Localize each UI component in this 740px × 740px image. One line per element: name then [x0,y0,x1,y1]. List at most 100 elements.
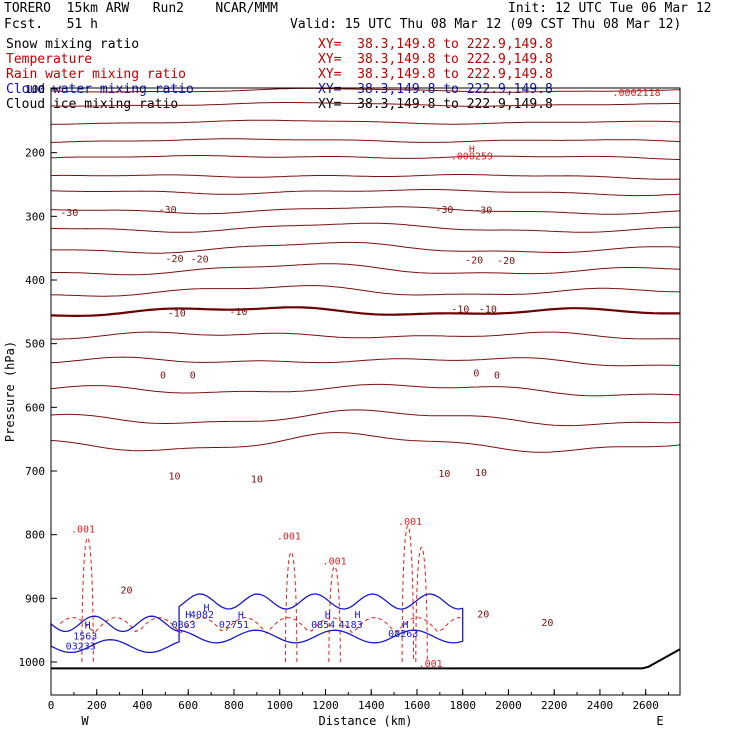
isotherm-minus30 [50,189,681,197]
rain-contour [401,525,415,663]
isotherm-minus20 [50,222,680,233]
isotherm-label: -10 [479,304,497,315]
x-tick-label: 0 [48,699,55,712]
temperature-isotherms [50,87,681,453]
isotherm-label: 20 [541,618,553,629]
x-tick-label: 1400 [358,699,385,712]
isotherm-5 [51,331,681,340]
rain-contours [59,525,463,663]
x-tick-label: 1200 [312,699,339,712]
rain-label: H [469,144,475,155]
west-end-label: W [81,714,89,728]
cloud-water-label: H [354,610,360,621]
terrain-line [51,648,681,670]
cloud-water-label: 4183 [339,620,363,631]
rain-contour [81,537,94,663]
cloud-water-label: H [238,611,244,622]
x-axis-title: Distance (km) [319,714,413,728]
y-tick-label: 800 [25,529,45,542]
y-tick-label: 500 [25,338,45,351]
x-tick-label: 2200 [541,699,568,712]
isotherm-label: -30 [60,208,78,219]
rain-contour-lower [59,616,463,634]
plot-frame [50,87,681,696]
isotherm-minus45 [50,138,681,143]
cloud-water-label: 08263 [388,629,418,640]
isotherm-minus55 [50,102,681,107]
y-tick-label: 400 [25,274,45,287]
cloud-water-label: H [85,621,91,632]
isotherm-label: 20 [477,609,489,620]
isotherm-minus5 [50,285,681,297]
valid-time: Valid: 15 UTC Thu 08 Mar 12 (09 CST Thu … [290,17,682,32]
isotherm-minus40 [50,155,681,161]
x-tick-label: 1000 [266,699,293,712]
legend-temperature-xy: XY= 38.3,149.8 to 222.9,149.8 [318,52,553,67]
y-tick-label: 1000 [19,656,46,669]
contour-labels: -30 -30 -30 -30 -20 -20 -20 -20 -10 -10 -10 -10 0 0 0 0… [60,88,660,670]
y-tick-label: 900 [25,592,45,605]
isotherm-minus15 [51,241,681,254]
y-tick-label: 100 [25,83,45,96]
cloud-water-label: 0854 [311,620,335,631]
y-tick-label: 200 [25,147,45,160]
forecast-hour: Fcst. 51 h [4,17,98,32]
isotherm-label: 0 [494,371,500,382]
legend-snow-label: Snow mixing ratio [6,37,140,52]
cloud-water-label: 1563 [73,632,97,643]
cloud-water-label: H [204,603,210,614]
init-time: Init: 12 UTC Tue 06 Mar 12 [508,1,712,16]
cloud-water-label: 4082 [190,610,214,621]
isotherm-label: -20 [465,255,483,266]
legend-cloud-water-label: Cloud water mixing ratio [6,82,194,97]
isotherm-minus60 [50,87,681,93]
isotherm-label: 20 [120,586,132,597]
cloud-water-label: 02751 [219,620,249,631]
x-tick-label: 1800 [449,699,476,712]
isotherm-25 [50,432,681,453]
cloud-water-label: 03233 [66,642,96,653]
isotherm-minus50 [50,119,681,125]
x-tick-label: 200 [87,699,107,712]
rain-label: .001 [71,525,95,536]
cloud-water-contours [50,593,464,654]
y-tick-label: 700 [25,465,45,478]
isotherm-minus35 [50,174,681,180]
x-tick-label: 2600 [632,699,659,712]
isotherm-label: 10 [438,469,450,480]
rain-label: .001 [323,556,347,567]
rain-label: .001 [277,532,301,543]
cloud-water-contour [50,615,180,654]
isotherm-0 [50,306,680,317]
isotherm-label: -30 [435,205,453,216]
cloud-water-label: 0863 [172,620,196,631]
legend-rain-label: Rain water mixing ratio [6,67,187,82]
isotherm-label: -20 [497,256,515,267]
east-end-label: E [656,714,663,728]
isotherm-label: -10 [451,304,469,315]
isotherm-label: 0 [473,369,479,380]
y-axis: 100 200 300 400 500 600 700 800 900 1000 [19,83,57,669]
isotherm-minus10 [51,263,681,276]
cloud-water-contour [178,593,464,644]
y-axis-title: Pressure (hPa) [3,341,17,442]
isotherm-label: 10 [475,468,487,479]
model-run-title: TORERO 15km ARW Run2 NCAR/MMM [4,1,278,16]
isotherm-label: -10 [168,309,186,320]
isotherm-label: -30 [474,206,492,217]
isotherm-label: 10 [251,474,263,485]
isotherm-label: 0 [190,371,196,382]
x-tick-label: 800 [224,699,244,712]
y-tick-label: 300 [25,210,45,223]
x-tick-label: 2400 [587,699,614,712]
y-tick-label: 600 [25,401,45,414]
x-axis: 0 200 400 600 800 1000 1200 1400 1600 1800 2000 220… [48,689,670,712]
isotherm-label: -20 [191,255,209,266]
isotherm-20 [50,409,681,427]
isotherm-label: -20 [165,254,183,265]
legend-rain-xy: XY= 38.3,149.8 to 222.9,149.8 [318,67,553,82]
isotherm-label: -10 [230,307,248,318]
isotherm-label: 0 [160,371,166,382]
